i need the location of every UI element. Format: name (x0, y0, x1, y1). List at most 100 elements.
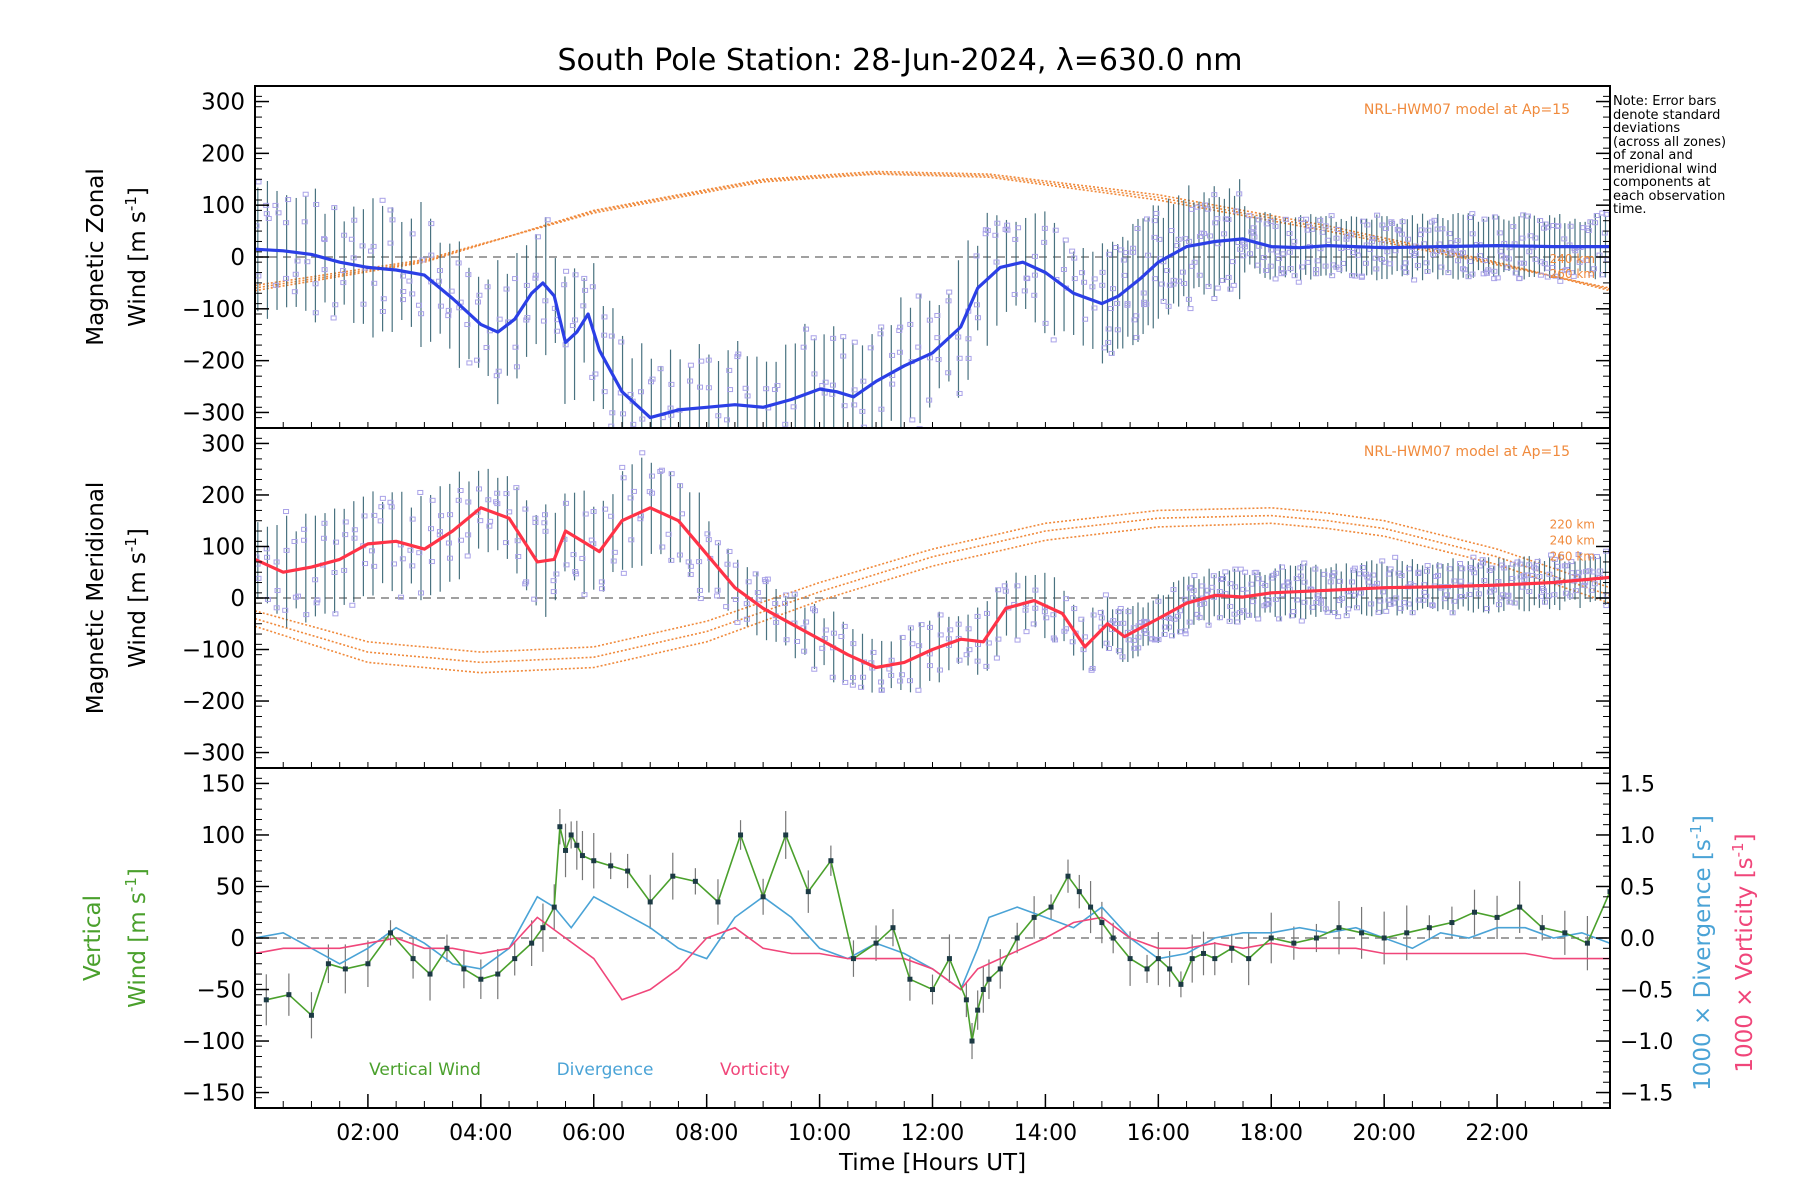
scatter-point (312, 577, 319, 583)
vertical-wind-point (557, 824, 563, 830)
scatter-point (1406, 566, 1413, 572)
scatter-point (1352, 273, 1359, 279)
scatter-point (1465, 274, 1472, 280)
scatter-point (1229, 259, 1236, 265)
model-altitude-label: 240 km (1550, 533, 1595, 547)
scatter-point (1182, 236, 1189, 242)
vertical-wind-point (551, 904, 557, 910)
scatter-point (878, 687, 885, 693)
scatter-point (1291, 238, 1298, 244)
scatter-point (1194, 204, 1201, 210)
scatter-point (398, 594, 405, 600)
scatter-point (678, 511, 685, 517)
vertical-wind-point (1110, 935, 1116, 941)
scatter-point (934, 312, 941, 318)
scatter-point (1448, 250, 1455, 256)
scatter-point (1151, 276, 1158, 282)
scatter-point (851, 402, 858, 408)
note-line: meridional wind (1613, 161, 1718, 177)
scatter-point (407, 547, 414, 553)
scatter-point (1433, 573, 1440, 579)
scatter-point (388, 504, 395, 510)
scatter-point (436, 529, 443, 535)
scatter-point (1411, 277, 1418, 283)
scatter-point (638, 389, 645, 395)
scatter-point (400, 289, 407, 295)
scatter-point (936, 667, 943, 673)
scatter-point (1255, 217, 1262, 223)
note-line: each observation (1613, 188, 1726, 204)
scatter-point (668, 381, 675, 387)
scatter-point (1599, 272, 1606, 278)
scatter-point (1002, 588, 1009, 594)
scatter-point (1001, 583, 1008, 589)
scatter-point (1451, 578, 1458, 584)
scatter-point (1512, 270, 1519, 276)
scatter-point (1494, 275, 1501, 281)
scatter-point (448, 288, 455, 294)
scatter-point (1516, 275, 1523, 281)
scatter-point (379, 197, 386, 203)
scatter-point (896, 349, 903, 355)
scatter-point (272, 282, 279, 288)
vertical-wind-point (1313, 935, 1319, 941)
axis-label-end: ] (125, 528, 151, 537)
scatter-point (696, 587, 703, 593)
scatter-point (1415, 569, 1422, 575)
scatter-point (464, 553, 471, 559)
scatter-point (1225, 274, 1232, 280)
scatter-point (659, 544, 666, 550)
scatter-point (1303, 216, 1310, 222)
scatter-point (871, 436, 876, 440)
scatter-point (1276, 616, 1283, 622)
scatter-point (572, 272, 579, 278)
scatter-point (1062, 596, 1069, 602)
scatter-point (1443, 592, 1450, 598)
scatter-point (1358, 274, 1365, 280)
scatter-point (1505, 593, 1512, 599)
scatter-point (761, 577, 768, 583)
scatter-point (707, 459, 712, 463)
scatter-point (532, 272, 539, 278)
scatter-point (429, 497, 436, 503)
scatter-point (898, 672, 905, 678)
scatter-point (687, 362, 694, 368)
vertical-wind-point (568, 832, 574, 838)
scatter-point (1348, 232, 1355, 238)
scatter-point (532, 275, 539, 281)
scatter-point (544, 217, 551, 223)
scatter-point (993, 655, 1000, 661)
scatter-point (1298, 618, 1305, 624)
scatter-point (1343, 236, 1350, 242)
scatter-point (1357, 590, 1364, 596)
scatter-point (588, 537, 595, 543)
scatter-point (753, 431, 758, 435)
scatter-point (1204, 206, 1211, 212)
scatter-point (1287, 266, 1294, 272)
y-tick-label: 100 (201, 823, 245, 849)
scatter-point (1263, 267, 1270, 273)
scatter-point (1470, 554, 1477, 560)
vertical-wind-point (444, 945, 450, 951)
scatter-point (1383, 608, 1390, 614)
scatter-point (1491, 214, 1498, 220)
vertical-wind-point (1178, 981, 1184, 987)
scatter-point (889, 381, 896, 387)
note-line: (across all zones) (1613, 134, 1727, 150)
scatter-point (1359, 218, 1366, 224)
scatter-point (1541, 599, 1548, 605)
scatter-point (1558, 554, 1565, 560)
scatter-point (1333, 235, 1340, 241)
scatter-point (1340, 260, 1347, 266)
scatter-point (1496, 230, 1503, 236)
scatter-point (637, 516, 644, 522)
scatter-point (1101, 345, 1108, 351)
scatter-point (1459, 266, 1466, 272)
scatter-point (1212, 220, 1219, 226)
scatter-point (1160, 298, 1167, 304)
scatter-point (486, 523, 493, 529)
scatter-point (639, 416, 646, 422)
scatter-point (484, 284, 491, 290)
scatter-point (1014, 583, 1021, 589)
